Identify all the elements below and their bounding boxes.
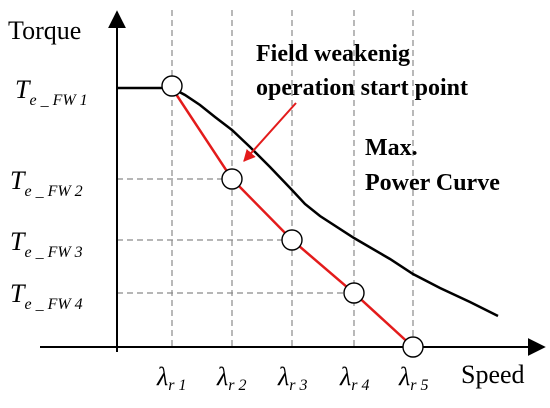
torque-label-4: Te _ FW 4 bbox=[10, 279, 83, 313]
operating-point-marker bbox=[221, 168, 243, 190]
speed-label-2: λr 2 bbox=[216, 362, 247, 394]
speed-label-2-sub: r 2 bbox=[228, 377, 246, 394]
torque-label-2-sub: e _ FW 2 bbox=[24, 183, 82, 200]
speed-label-5-sub: r 5 bbox=[410, 377, 428, 394]
operating-point-markers bbox=[161, 75, 424, 358]
torque-label-2-main: T bbox=[10, 166, 26, 195]
torque-label-1-sub: e _ FW 1 bbox=[29, 92, 87, 109]
start-point-annotation-line-1: Field weakenig bbox=[256, 41, 410, 67]
start-point-annotation-line-2: operation start point bbox=[256, 75, 468, 101]
speed-label-5-main: λ bbox=[398, 362, 410, 391]
operating-point-marker bbox=[343, 282, 365, 304]
speed-label-4-sub: r 4 bbox=[351, 377, 369, 394]
torque-label-4-sub: e _ FW 4 bbox=[24, 296, 82, 313]
max-power-annotation-line-2: Power Curve bbox=[365, 170, 500, 196]
torque-label-3-main: T bbox=[10, 227, 26, 256]
speed-label-3-main: λ bbox=[277, 362, 289, 391]
speed-label-5: λr 5 bbox=[398, 362, 429, 394]
operating-point-marker bbox=[161, 75, 183, 97]
speed-label-2-main: λ bbox=[216, 362, 228, 391]
torque-label-1: Te _ FW 1 bbox=[15, 75, 88, 109]
speed-label-4: λr 4 bbox=[339, 362, 370, 394]
torque-label-3: Te _ FW 3 bbox=[10, 227, 83, 261]
speed-label-1-main: λ bbox=[156, 362, 168, 391]
torque-label-1-main: T bbox=[15, 75, 31, 104]
operating-point-marker bbox=[281, 229, 303, 251]
x-axis-title: Speed bbox=[461, 360, 525, 389]
speed-label-1: λr 1 bbox=[156, 362, 187, 394]
operating-point-marker bbox=[402, 336, 424, 358]
start-point-arrow bbox=[243, 102, 297, 162]
speed-label-3-sub: r 3 bbox=[289, 377, 307, 394]
speed-label-4-main: λ bbox=[339, 362, 351, 391]
field-weakening-operation-line bbox=[170, 87, 414, 348]
torque-label-2: Te _ FW 2 bbox=[10, 166, 83, 200]
torque-label-4-main: T bbox=[10, 279, 26, 308]
speed-label-3: λr 3 bbox=[277, 362, 308, 394]
speed-label-1-sub: r 1 bbox=[168, 377, 186, 394]
torque-label-3-sub: e _ FW 3 bbox=[24, 244, 82, 261]
y-axis-title: Torque bbox=[8, 16, 81, 45]
max-power-annotation-line-1: Max. bbox=[365, 135, 418, 161]
max-power-curve bbox=[117, 86, 499, 318]
